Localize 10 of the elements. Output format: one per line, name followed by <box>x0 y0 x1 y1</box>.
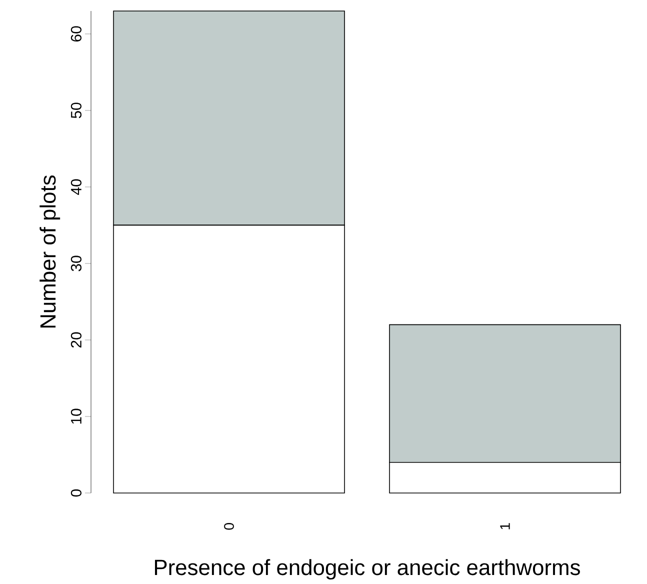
y-tick-label: 40 <box>70 179 82 195</box>
y-tick-label: 20 <box>70 332 82 348</box>
y-tick-label: 0 <box>70 489 82 497</box>
x-tick-label: 1 <box>500 523 510 530</box>
x-axis-title: Presence of endogeic or anecic earthworms <box>154 559 580 580</box>
y-tick-label: 10 <box>70 408 82 424</box>
y-axis-title: Number of plots <box>40 175 60 328</box>
y-tick-label: 30 <box>70 256 82 272</box>
y-tick-label: 50 <box>70 102 82 118</box>
y-tick-label: 60 <box>70 26 82 42</box>
